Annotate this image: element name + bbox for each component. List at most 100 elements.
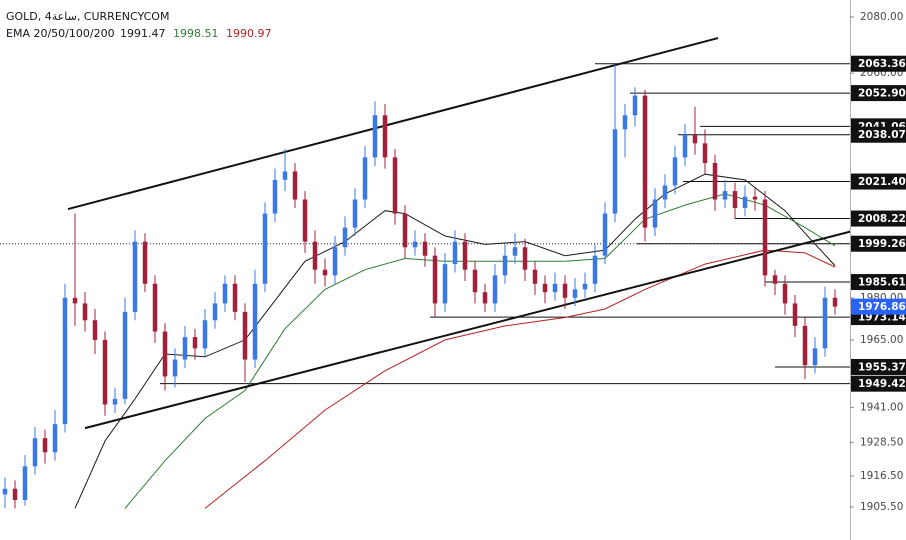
candle-body <box>662 185 668 200</box>
trendline <box>67 37 719 211</box>
ema-value: 1990.97 <box>226 27 272 40</box>
candle-body <box>522 247 528 270</box>
level-label-box <box>851 210 906 227</box>
last-price-box <box>851 298 906 315</box>
candle-body <box>42 438 48 453</box>
level-label: 2052.90 <box>858 88 906 100</box>
level-label-box <box>851 375 906 392</box>
candle-body <box>282 171 288 180</box>
level-label: 1955.37 <box>858 361 906 373</box>
ema-line <box>74 173 836 509</box>
level-label: 2008.22 <box>858 213 906 225</box>
level-label: 2063.36 <box>858 58 906 70</box>
candle-body <box>572 289 578 298</box>
candle-body <box>732 191 738 208</box>
level-label-box <box>851 358 906 375</box>
level-label-box <box>851 274 906 291</box>
candle-body <box>692 134 698 144</box>
candle-body <box>742 196 748 208</box>
candle-body <box>782 283 788 304</box>
candle-body <box>422 241 428 256</box>
level-label-box <box>851 85 906 102</box>
candle-body <box>632 95 638 116</box>
plot <box>0 37 850 509</box>
candle-body <box>262 213 268 284</box>
candle-body <box>352 199 358 228</box>
candle-body <box>642 95 648 228</box>
candle-body <box>312 241 318 270</box>
candle-body <box>562 283 568 298</box>
candle-body <box>462 241 468 270</box>
candle-body <box>512 247 518 256</box>
candle-body <box>592 255 598 284</box>
level-label: 2021.40 <box>858 176 906 188</box>
candle-body <box>302 199 308 242</box>
level-label-box <box>851 173 906 190</box>
trendline <box>84 230 850 430</box>
candle-body <box>82 303 88 321</box>
candle-body <box>822 297 828 349</box>
candle-body <box>652 199 658 228</box>
candle-body <box>482 292 488 304</box>
candle-body <box>722 191 728 200</box>
candle-body <box>532 269 538 284</box>
candle-body <box>242 311 248 360</box>
candle-body <box>712 163 718 200</box>
candle-body <box>2 488 8 495</box>
candle-body <box>122 311 128 399</box>
candle-body <box>432 255 438 304</box>
candle-body <box>202 320 208 349</box>
candle-body <box>322 269 328 276</box>
chart-title: GOLD, 4ساعة, CURRENCYCOM <box>6 10 169 23</box>
candle-body <box>492 275 498 304</box>
level-label-box <box>851 55 906 72</box>
candle-body <box>452 241 458 265</box>
candle-body <box>472 269 478 293</box>
candle-body <box>162 331 168 377</box>
ema-value: 1998.51 <box>173 27 219 40</box>
candle-body <box>252 283 258 360</box>
candle-body <box>12 488 18 500</box>
y-tick-label: 1905.50 <box>860 501 903 513</box>
candle-body <box>392 157 398 214</box>
candle-body <box>812 348 818 366</box>
indicator-label: EMA 20/50/100/200 <box>6 27 115 40</box>
candle-body <box>802 325 808 366</box>
candle-body <box>172 359 178 377</box>
level-label-box <box>851 126 906 143</box>
candle-body <box>22 466 28 500</box>
level-label-box <box>851 235 906 252</box>
candle-body <box>382 115 388 158</box>
candle-body <box>192 337 198 349</box>
candle-body <box>212 303 218 321</box>
candle-body <box>182 337 188 360</box>
y-tick-label: 1916.50 <box>860 470 903 482</box>
level-label: 1949.42 <box>858 378 906 390</box>
candle-body <box>832 297 838 307</box>
candle-body <box>52 424 58 453</box>
candle-body <box>142 241 148 284</box>
candle-body <box>542 283 548 293</box>
candle-body <box>92 320 98 340</box>
candle-body <box>792 303 798 326</box>
candle-body <box>332 247 338 276</box>
candle-body <box>602 213 608 256</box>
candle-body <box>582 283 588 290</box>
candle-body <box>372 115 378 158</box>
level-label: 1985.61 <box>858 277 906 289</box>
candle-body <box>762 199 768 276</box>
candle-body <box>412 241 418 248</box>
candle-body <box>622 115 628 130</box>
y-tick-label: 2080.00 <box>860 11 903 23</box>
candle-body <box>152 283 158 332</box>
ema-value: 1991.47 <box>120 27 166 40</box>
y-tick-label: 1941.00 <box>860 401 903 413</box>
candle-body <box>272 179 278 214</box>
candle-body <box>752 196 758 200</box>
candle-body <box>402 213 408 248</box>
candle-body <box>342 227 348 248</box>
candle-body <box>682 134 688 158</box>
candle-body <box>62 297 68 425</box>
